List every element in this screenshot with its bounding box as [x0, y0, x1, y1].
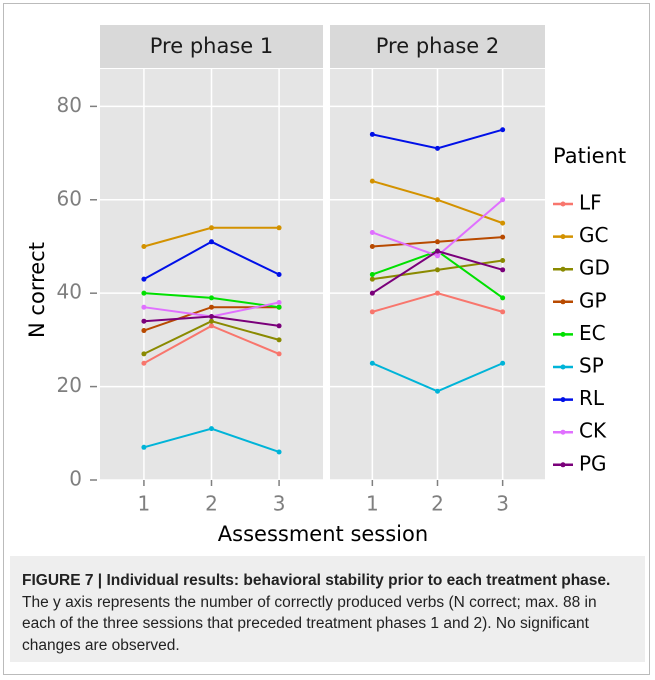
data-point [369, 276, 375, 282]
data-point [369, 309, 375, 315]
legend-swatch-point [560, 266, 566, 272]
legend-swatch-point [560, 364, 566, 370]
legend-swatch-point [560, 299, 566, 305]
data-point [369, 131, 375, 137]
data-point [276, 449, 282, 455]
data-point [500, 127, 506, 133]
data-point [141, 304, 147, 310]
data-point [435, 290, 440, 296]
data-point [276, 272, 282, 277]
data-point [369, 290, 375, 296]
legend-label: SP [579, 354, 604, 378]
data-point [500, 220, 506, 226]
data-point [141, 444, 147, 450]
data-point [435, 388, 440, 394]
data-point [141, 351, 147, 357]
data-point [276, 337, 282, 343]
data-point [209, 323, 214, 329]
data-point [209, 225, 214, 231]
figure-frame [3, 3, 650, 675]
x-tick-label: 1 [138, 492, 151, 516]
data-point [435, 248, 440, 254]
data-point [435, 267, 440, 273]
data-point [209, 295, 214, 301]
legend-swatch-point [560, 462, 566, 468]
chart: N correct Assessment session Patient 0 20… [25, 25, 626, 546]
y-axis-label: N correct [25, 242, 49, 338]
data-point [369, 360, 375, 366]
x-tick-label: 1 [366, 492, 379, 516]
data-point [435, 197, 440, 203]
data-point [209, 239, 214, 245]
data-point [276, 300, 282, 306]
legend-swatch-point [560, 429, 566, 435]
data-point [209, 426, 214, 432]
y-tick-label: 40 [57, 280, 82, 304]
data-point [435, 253, 440, 259]
legend-label: GP [579, 288, 607, 312]
data-point [500, 360, 506, 366]
data-point [141, 360, 147, 366]
legend-label: CK [579, 419, 607, 443]
data-point [435, 145, 440, 151]
strip [100, 25, 323, 68]
data-point [369, 178, 375, 184]
data-point [141, 328, 147, 334]
caption: FIGURE 7 | Individual results: behaviora… [10, 556, 645, 662]
legend-label: PG [579, 451, 607, 475]
x-tick-label: 2 [205, 492, 218, 516]
y-tick-label: 60 [57, 186, 82, 210]
x-tick-label: 3 [273, 492, 286, 516]
data-point [276, 225, 282, 231]
data-point [500, 267, 506, 273]
data-point [435, 239, 440, 245]
legend-label: RL [579, 386, 605, 410]
caption-title: Individual results: behavioral stability… [106, 572, 611, 589]
data-point [369, 229, 375, 235]
legend-swatch-point [560, 234, 566, 240]
legend-label: EC [579, 321, 606, 345]
data-point [369, 272, 375, 277]
legend-label: GD [579, 256, 610, 280]
data-point [209, 314, 214, 320]
panel-title: Pre phase 1 [150, 34, 273, 58]
x-tick-label: 3 [496, 492, 509, 516]
data-point [500, 309, 506, 315]
data-point [500, 197, 506, 203]
data-point [276, 323, 282, 329]
panel-title: Pre phase 2 [376, 34, 499, 58]
x-axis-label: Assessment session [218, 522, 428, 546]
legend-title: Patient [553, 144, 626, 168]
data-point [141, 290, 147, 296]
legend-label: LF [579, 191, 602, 215]
data-point [500, 257, 506, 263]
data-point [276, 304, 282, 310]
data-point [500, 234, 506, 240]
y-tick-label: 0 [69, 467, 82, 491]
data-point [141, 318, 147, 324]
legend-swatch-point [560, 397, 566, 403]
data-point [276, 351, 282, 357]
y-tick-label: 80 [57, 93, 82, 117]
legend-swatch-point [560, 201, 566, 207]
legend-label: GC [579, 223, 608, 247]
x-tick-label: 2 [431, 492, 444, 516]
data-point [141, 276, 147, 282]
data-point [500, 295, 506, 301]
caption-label: FIGURE 7 | [22, 572, 103, 589]
data-point [209, 318, 214, 324]
data-point [209, 304, 214, 310]
caption-text: The y axis represents the number of corr… [22, 593, 597, 654]
legend-swatch-point [560, 331, 566, 337]
y-tick-label: 20 [57, 373, 82, 397]
data-point [369, 243, 375, 249]
data-point [141, 243, 147, 249]
strip [330, 25, 545, 68]
